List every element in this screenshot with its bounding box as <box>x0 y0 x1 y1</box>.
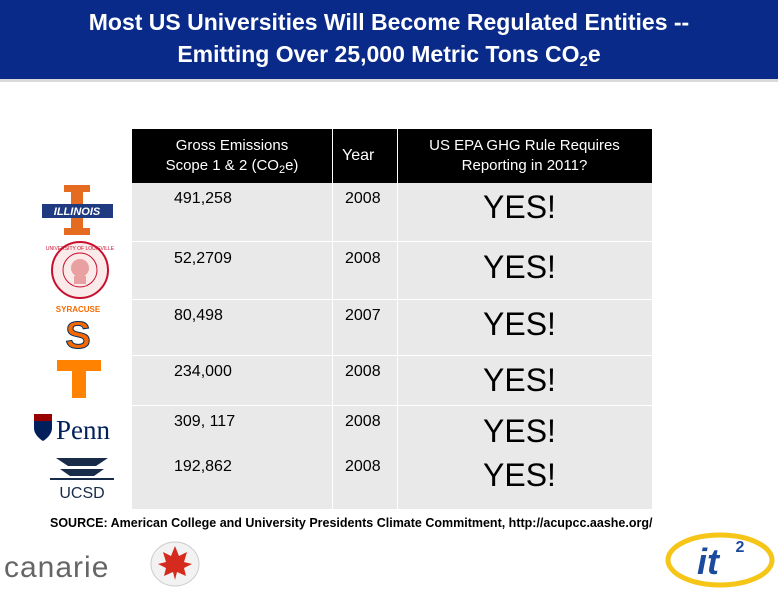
answer-cell: YES! <box>483 306 556 342</box>
louisville-seal: UNIVERSITY OF LOUISVILLE <box>42 240 118 300</box>
year-cell: 2007 <box>345 307 381 324</box>
year-cell: 2008 <box>345 250 381 267</box>
year-cell: 2008 <box>345 363 381 380</box>
title-line-1: Most US Universities Will Become Regulat… <box>88 9 690 35</box>
answer-cell: YES! <box>483 189 556 225</box>
svg-text:S: S <box>65 315 90 350</box>
svg-text:ILLINOIS: ILLINOIS <box>54 206 101 218</box>
emissions-cell: 192,862 <box>174 458 232 475</box>
svg-text:canarie: canarie <box>4 551 109 584</box>
emissions-table: Gross Emissions Scope 1 & 2 (CO2e) Year … <box>132 129 652 509</box>
title-line-2: Emitting Over 25,000 Metric Tons CO2e <box>177 41 601 70</box>
year-cell: 2008 <box>345 413 381 430</box>
emissions-cell: 234,000 <box>174 363 232 380</box>
column-divider <box>397 129 398 509</box>
header-gross-emissions: Gross Emissions Scope 1 & 2 (CO2e) <box>132 129 332 183</box>
header-epa-rule: US EPA GHG Rule Requires Reporting in 20… <box>397 129 652 183</box>
svg-text:SYRACUSE: SYRACUSE <box>56 305 101 314</box>
penn-logo: Penn <box>32 410 124 444</box>
header-year: Year <box>332 129 397 183</box>
svg-text:UNIVERSITY OF LOUISVILLE: UNIVERSITY OF LOUISVILLE <box>46 246 115 252</box>
emissions-cell: 491,258 <box>174 190 232 207</box>
title-bar: Most US Universities Will Become Regulat… <box>0 0 778 82</box>
source-citation: SOURCE: American College and University … <box>50 516 653 530</box>
emissions-cell: 80,498 <box>174 307 223 324</box>
column-divider <box>332 129 333 509</box>
canarie-logo: canarie <box>0 545 140 585</box>
ucsd-logo: UCSD <box>46 452 118 502</box>
canada-maple-leaf-logo <box>148 538 202 588</box>
emissions-cell: 309, 117 <box>174 413 236 430</box>
row-divider <box>132 299 652 300</box>
svg-text:2: 2 <box>736 539 745 556</box>
row-divider <box>132 405 652 406</box>
answer-cell: YES! <box>483 249 556 285</box>
row-divider <box>132 355 652 356</box>
emissions-cell: 52,2709 <box>174 250 232 267</box>
tennessee-logo <box>55 358 103 400</box>
answer-cell: YES! <box>483 457 556 493</box>
answer-cell: YES! <box>483 362 556 398</box>
svg-text:it: it <box>697 541 721 582</box>
syracuse-logo: SYRACUSE S <box>48 302 108 350</box>
row-divider <box>132 241 652 242</box>
svg-text:Penn: Penn <box>56 415 111 444</box>
it2-logo: it 2 <box>664 530 776 588</box>
year-cell: 2008 <box>345 458 381 475</box>
illinois-logo: ILLINOIS <box>40 183 115 237</box>
year-cell: 2008 <box>345 190 381 207</box>
slide-title: Most US Universities Will Become Regulat… <box>0 6 778 70</box>
svg-text:UCSD: UCSD <box>59 485 104 502</box>
answer-cell: YES! <box>483 413 556 449</box>
